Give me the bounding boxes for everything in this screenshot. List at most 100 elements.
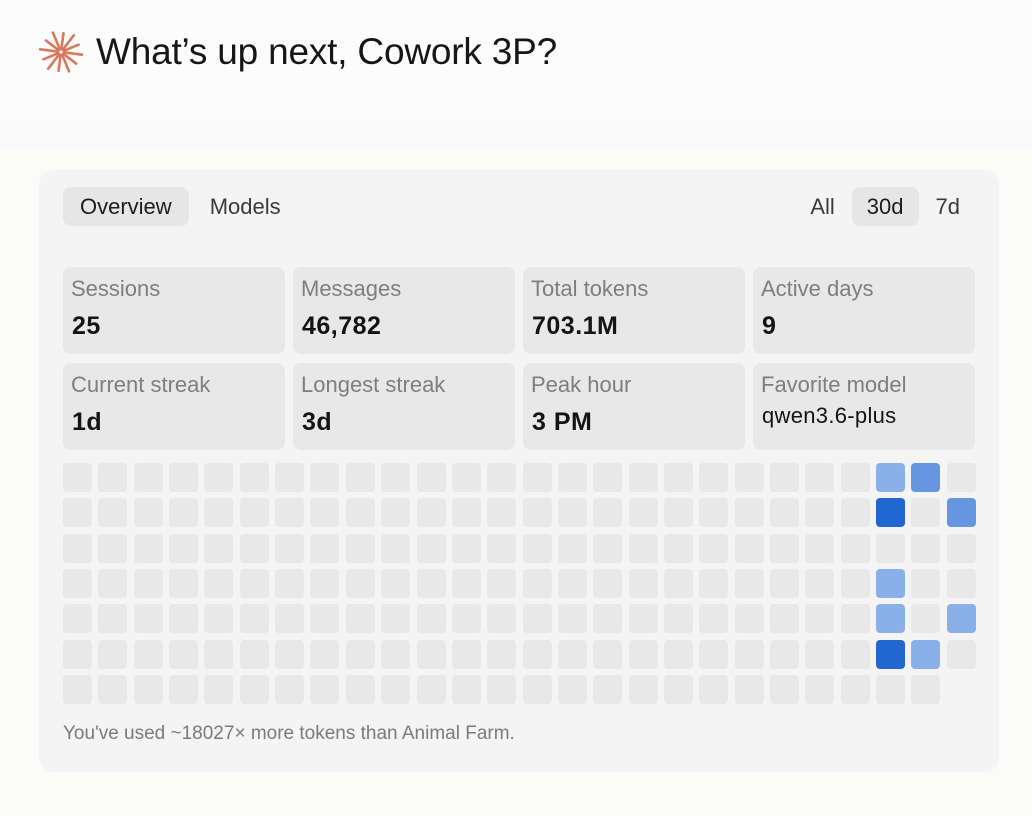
heatmap-cell: [664, 534, 693, 563]
heatmap-cell: [876, 534, 905, 563]
range-all[interactable]: All: [810, 193, 835, 219]
range-7d[interactable]: 7d: [935, 193, 960, 219]
heatmap-cell: [558, 569, 587, 598]
heatmap-cell: [169, 463, 198, 492]
heatmap-cell: [240, 569, 269, 598]
heatmap-cell: [63, 534, 92, 563]
heatmap-cell: [947, 498, 976, 527]
heatmap-cell: [699, 463, 728, 492]
heatmap-cell: [98, 534, 127, 563]
heatmap-cell: [98, 604, 127, 633]
heatmap-cell: [911, 569, 940, 598]
heatmap-cell: [841, 640, 870, 669]
heatmap-cell: [558, 640, 587, 669]
heatmap-cell: [275, 640, 304, 669]
spark-ray: [62, 52, 78, 65]
heatmap-cell: [558, 675, 587, 704]
heatmap-cell: [63, 604, 92, 633]
heatmap-cell: [417, 640, 446, 669]
token-comparison-note: You've used ~18027× more tokens than Ani…: [63, 723, 515, 744]
heatmap-cell: [947, 569, 976, 598]
stat-card-messages: Messages 46,782: [293, 267, 515, 354]
stat-label: Total tokens: [531, 276, 649, 301]
heatmap-cell: [98, 675, 127, 704]
range-30d[interactable]: 30d: [851, 187, 919, 226]
heatmap-cell: [204, 534, 233, 563]
tab-models[interactable]: Models: [209, 193, 281, 219]
stat-value: 1d: [72, 408, 103, 436]
heatmap-cell: [487, 569, 516, 598]
heatmap-cell: [876, 569, 905, 598]
heatmap-cell: [63, 640, 92, 669]
heatmap-cell: [699, 640, 728, 669]
heatmap-cell: [487, 463, 516, 492]
heatmap-cell: [204, 640, 233, 669]
heatmap-cell: [876, 498, 905, 527]
stat-value: qwen3.6-plus: [762, 403, 897, 428]
heatmap-cell: [487, 498, 516, 527]
heatmap-cell: [310, 498, 339, 527]
heatmap-cell: [735, 463, 764, 492]
heatmap-cell: [169, 534, 198, 563]
spark-ray: [57, 53, 62, 73]
heatmap-cell: [134, 463, 163, 492]
stat-value: 3d: [302, 408, 333, 436]
spark-ray: [38, 47, 60, 53]
heatmap-cell: [487, 675, 516, 704]
heatmap-cell: [876, 463, 905, 492]
heatmap-cell: [841, 534, 870, 563]
heatmap-cell: [310, 463, 339, 492]
heatmap-cell: [664, 498, 693, 527]
heatmap-cell: [381, 534, 410, 563]
heatmap-cell: [275, 534, 304, 563]
view-tabs: Overview Models: [63, 187, 302, 226]
heatmap-cell: [63, 569, 92, 598]
heatmap-cell: [169, 604, 198, 633]
heatmap-cell: [735, 534, 764, 563]
heatmap-cell: [735, 498, 764, 527]
heatmap-cell: [381, 675, 410, 704]
heatmap-cell: [310, 604, 339, 633]
heatmap-cell: [593, 604, 622, 633]
heatmap-cell: [523, 604, 552, 633]
heatmap-cell: [310, 640, 339, 669]
header-fade: [0, 100, 1032, 150]
stat-label: Messages: [301, 276, 402, 301]
spark-ray: [62, 51, 84, 57]
heatmap-cell: [452, 534, 481, 563]
heatmap-cell: [735, 569, 764, 598]
tab-overview[interactable]: Overview: [63, 187, 189, 226]
stat-card-current-streak: Current streak 1d: [63, 363, 285, 450]
heatmap-cell: [735, 640, 764, 669]
heatmap-cell: [593, 498, 622, 527]
stat-card-favorite-model: Favorite model qwen3.6-plus: [753, 363, 975, 450]
heatmap-cell: [63, 675, 92, 704]
heatmap-cell: [346, 463, 375, 492]
heatmap-cell: [699, 604, 728, 633]
heatmap-cell: [664, 604, 693, 633]
heatmap-cell: [876, 604, 905, 633]
usage-panel: Overview Models All 30d 7d Sessions 25 M…: [39, 170, 999, 772]
heatmap-cell: [417, 534, 446, 563]
heatmap-cell: [417, 463, 446, 492]
heatmap-cell: [770, 534, 799, 563]
heatmap-cell: [204, 675, 233, 704]
heatmap-cell: [699, 498, 728, 527]
heatmap-cell: [346, 675, 375, 704]
heatmap-cell: [169, 498, 198, 527]
asterisk-spark-icon: [38, 31, 84, 73]
heatmap-cell: [346, 534, 375, 563]
heatmap-cell: [805, 498, 834, 527]
heatmap-cell: [558, 463, 587, 492]
heatmap-cell: [275, 604, 304, 633]
heatmap-cell: [240, 463, 269, 492]
heatmap-cell: [911, 498, 940, 527]
heatmap-cell: [770, 498, 799, 527]
heatmap-cell: [664, 569, 693, 598]
heatmap-cell: [275, 569, 304, 598]
heatmap-cell: [417, 604, 446, 633]
heatmap-cell: [770, 640, 799, 669]
heatmap-cell: [593, 569, 622, 598]
heatmap-cell: [699, 569, 728, 598]
heatmap-cell: [947, 534, 976, 563]
